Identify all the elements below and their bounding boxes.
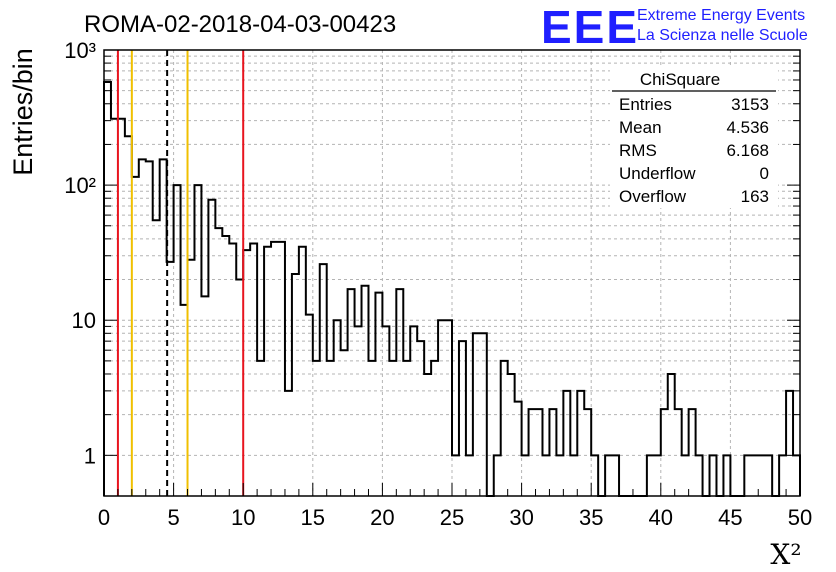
eee-logo-line2: La Scienza nelle Scuole <box>637 27 808 44</box>
stats-label-rms: RMS <box>619 141 657 160</box>
axis-ticks: 0 5 10 15 20 25 30 35 40 45 50 1 10 10² 10³ <box>64 38 812 530</box>
y-tick-label: 10³ <box>64 38 96 63</box>
x-tick-label: 40 <box>649 505 673 530</box>
x-tick-label: 45 <box>718 505 742 530</box>
stats-value-underflow: 0 <box>760 164 769 183</box>
x-tick-label: 30 <box>509 505 533 530</box>
x-tick-label: 10 <box>231 505 255 530</box>
x-tick-label: 25 <box>440 505 464 530</box>
y-axis-title: Entries/bin <box>8 48 38 176</box>
x-tick-label: 35 <box>579 505 603 530</box>
y-tick-label: 10² <box>64 173 96 198</box>
stats-value-entries: 3153 <box>731 95 769 114</box>
eee-logo-mark: EEE <box>541 1 639 53</box>
x-tick-label: 20 <box>370 505 394 530</box>
stats-label-overflow: Overflow <box>619 187 687 206</box>
stats-value-mean: 4.536 <box>726 118 769 137</box>
eee-logo-line1: Extreme Energy Events <box>637 7 805 24</box>
x-tick-label: 50 <box>788 505 812 530</box>
y-tick-label: 10 <box>72 308 96 333</box>
x-axis-title: X² <box>770 538 801 571</box>
stats-box-background <box>610 66 778 208</box>
stats-box-title: ChiSquare <box>640 70 720 89</box>
stats-box: ChiSquare Entries 3153 Mean 4.536 RMS 6.… <box>610 66 778 208</box>
run-title: ROMA-02-2018-04-03-00423 <box>84 11 396 38</box>
stats-label-mean: Mean <box>619 118 662 137</box>
x-tick-label: 0 <box>98 505 110 530</box>
x-tick-label: 15 <box>301 505 325 530</box>
stats-label-underflow: Underflow <box>619 164 696 183</box>
stats-value-overflow: 163 <box>741 187 769 206</box>
histogram-bars <box>103 80 801 497</box>
histogram-outline <box>103 80 801 497</box>
stats-label-entries: Entries <box>619 95 672 114</box>
stats-value-rms: 6.168 <box>726 141 769 160</box>
eee-logo: EEE Extreme Energy Events La Scienza nel… <box>541 1 808 53</box>
reference-lines <box>116 50 245 496</box>
y-tick-label: 1 <box>84 443 96 468</box>
x-tick-label: 5 <box>167 505 179 530</box>
